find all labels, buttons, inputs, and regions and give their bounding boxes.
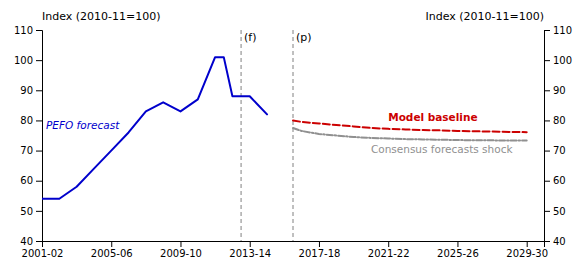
series-line xyxy=(293,128,527,141)
y2-axis-title: Index (2010-11=100) xyxy=(425,10,544,23)
tick-label: 2021-22 xyxy=(368,248,410,259)
tick-mark xyxy=(36,30,42,31)
tick-label: 40 xyxy=(20,236,33,247)
tick-label: 60 xyxy=(553,175,566,186)
x-axis: 2001-02 2005-06 2009-10 2013-14 2017-18 2021-… xyxy=(22,241,548,259)
reference-line xyxy=(293,30,294,241)
chart: 2001-02 2005-06 2009-10 2013-14 2017-18 2021-… xyxy=(0,0,586,265)
tick-mark xyxy=(36,120,42,121)
axis-line xyxy=(545,31,551,242)
tick-label: 2009-10 xyxy=(160,248,202,259)
tick-label: 50 xyxy=(553,206,566,217)
tick: 50 xyxy=(20,206,42,217)
tick: 60 xyxy=(544,175,566,186)
tick: 40 xyxy=(20,236,42,247)
tick-mark xyxy=(36,241,42,242)
tick: 110 xyxy=(544,25,572,36)
tick-mark xyxy=(180,241,181,247)
tick-mark xyxy=(544,60,550,61)
tick-label: 50 xyxy=(20,206,33,217)
tick-label: 80 xyxy=(553,115,566,126)
tick-label: 90 xyxy=(553,85,566,96)
tick: 80 xyxy=(20,115,42,126)
tick: 60 xyxy=(20,175,42,186)
tick-mark xyxy=(544,90,550,91)
tick: 90 xyxy=(20,85,42,96)
tick-label: 60 xyxy=(20,175,33,186)
tick-mark xyxy=(527,241,528,247)
tick-label: 2001-02 xyxy=(22,248,64,259)
tick-mark xyxy=(544,241,550,242)
tick-mark xyxy=(111,241,112,247)
axis-line xyxy=(43,242,545,248)
tick-label: 40 xyxy=(553,236,566,247)
tick-mark xyxy=(250,241,251,247)
series-line xyxy=(42,57,267,199)
tick-label: 2005-06 xyxy=(91,248,133,259)
tick-mark xyxy=(544,30,550,31)
tick-label: 110 xyxy=(14,25,33,36)
tick-label: 2029-30 xyxy=(506,248,548,259)
y-axis-title: Index (2010-11=100) xyxy=(42,10,161,23)
tick-mark xyxy=(36,90,42,91)
tick-mark xyxy=(36,60,42,61)
tick-label: 70 xyxy=(20,145,33,156)
tick-mark xyxy=(36,181,42,182)
tick: 100 xyxy=(544,55,572,66)
tick: 40 xyxy=(544,236,566,247)
y-axis: 40 50 60 70 80 90 100 110 xyxy=(14,25,43,247)
tick: 2017-18 xyxy=(299,241,341,259)
plot: 2001-02 2005-06 2009-10 2013-14 2017-18 2021-… xyxy=(14,25,572,259)
tick-label: 2025-26 xyxy=(437,248,479,259)
tick-mark xyxy=(36,211,42,212)
reference-line xyxy=(241,30,242,241)
tick: 80 xyxy=(544,115,566,126)
tick: 110 xyxy=(14,25,42,36)
axis-line xyxy=(36,31,43,242)
series-label: PEFO forecast xyxy=(46,119,120,131)
annotation-label: (f) xyxy=(244,31,256,44)
tick: 2013-14 xyxy=(229,241,271,259)
labels: (f) (p) PEFO forecast Model baseline Consens… xyxy=(46,31,513,155)
tick-mark xyxy=(388,241,389,247)
y2-axis: 40 50 60 70 80 90 100 110 xyxy=(544,25,572,247)
tick-mark xyxy=(319,241,320,247)
tick: 70 xyxy=(20,145,42,156)
tick-mark xyxy=(544,151,550,152)
tick-label: 2017-18 xyxy=(299,248,341,259)
tick-mark xyxy=(36,151,42,152)
annotation-label: (p) xyxy=(296,31,312,44)
tick-label: 2013-14 xyxy=(229,248,271,259)
tick-label: 70 xyxy=(553,145,566,156)
series-label: Model baseline xyxy=(388,111,477,123)
tick: 70 xyxy=(544,145,566,156)
tick: 2029-30 xyxy=(506,241,548,259)
tick: 2021-22 xyxy=(368,241,410,259)
tick-label: 110 xyxy=(553,25,572,36)
tick-label: 100 xyxy=(14,55,33,66)
tick-label: 100 xyxy=(553,55,572,66)
tick-mark xyxy=(544,211,550,212)
marks xyxy=(42,30,527,241)
tick: 90 xyxy=(544,85,566,96)
series-label: Consensus forecasts shock xyxy=(371,143,514,155)
tick: 50 xyxy=(544,206,566,217)
tick-label: 90 xyxy=(20,85,33,96)
tick-mark xyxy=(544,120,550,121)
tick: 2009-10 xyxy=(160,241,202,259)
tick: 2025-26 xyxy=(437,241,479,259)
tick-label: 80 xyxy=(20,115,33,126)
tick-mark xyxy=(457,241,458,247)
tick: 100 xyxy=(14,55,42,66)
tick: 2005-06 xyxy=(91,241,133,259)
tick-mark xyxy=(544,181,550,182)
